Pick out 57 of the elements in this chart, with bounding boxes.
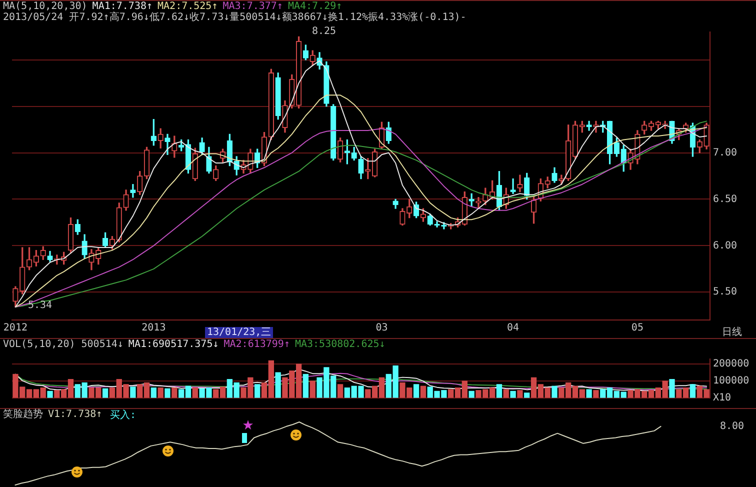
- bar: [586, 389, 592, 398]
- candlestick: [517, 174, 523, 192]
- bar: [47, 390, 53, 398]
- bar: [510, 390, 516, 398]
- text: MA2:613799↑: [224, 339, 290, 350]
- bar: [337, 384, 344, 398]
- bar: [164, 388, 170, 398]
- bar: [496, 384, 502, 398]
- bar: [468, 390, 474, 398]
- legend-title: VOL(5,10,20) 500514↓: [3, 339, 124, 350]
- bar: [130, 386, 136, 398]
- bar: [413, 384, 420, 398]
- bar: [517, 390, 523, 398]
- text: MA2:7.525↑: [158, 1, 218, 12]
- bar: [552, 386, 558, 398]
- bar: [102, 388, 108, 398]
- text: 日线: [722, 327, 742, 338]
- text: MA1:7.738↑: [92, 1, 153, 12]
- y-tick-label: 5.50: [713, 286, 738, 298]
- y-tick-label: 100000: [713, 376, 750, 387]
- x-tick-label: 05: [631, 322, 644, 334]
- text: 买入:: [110, 410, 136, 421]
- y-tick-label: 7.00: [713, 147, 738, 158]
- bar: [254, 384, 260, 398]
- bar: [192, 387, 198, 398]
- bar: [690, 384, 696, 398]
- legend-title: MA(5,10,20,30): [3, 1, 88, 12]
- bar: [150, 387, 157, 398]
- x-tick-label: 03: [376, 322, 388, 334]
- y-tick-label: 200000: [713, 358, 750, 370]
- bar: [669, 379, 675, 398]
- text: V1:7.738↑: [48, 409, 102, 420]
- chart-title: 笑脸趋势: [3, 409, 43, 420]
- chart-subtitle: 2013/05/24 开7.92↑高7.96↓低7.62↓收7.73↓量500514↓额38667↓换1.12%振4.33%涨(-0.13)-: [3, 12, 466, 23]
- text: MA3:530802.625↓: [294, 339, 386, 350]
- bar: [524, 392, 530, 398]
- text: 8.00: [720, 421, 744, 432]
- x-tick-label: 04: [507, 322, 520, 334]
- text: MA3:7.377↑: [222, 1, 283, 12]
- bar: [275, 372, 281, 398]
- y-tick-label: 6.00: [713, 240, 738, 252]
- text: MA1:690517.375↓: [128, 339, 219, 350]
- y-tick-label: 6.50: [713, 194, 738, 205]
- bar: [172, 387, 178, 398]
- bar: [310, 380, 316, 398]
- bar: [503, 389, 509, 398]
- x-tick-label: 2012: [3, 322, 28, 334]
- text: 13/01/23,三: [205, 327, 274, 338]
- x-tick-label: 2013: [142, 322, 166, 334]
- y-tick-label: X10: [713, 392, 732, 404]
- text: MA4:7.29↑: [288, 1, 342, 12]
- annotation: 5.34: [28, 300, 52, 311]
- bar: [302, 374, 309, 398]
- bar: [420, 386, 426, 398]
- bar: [593, 390, 599, 398]
- annotation: 8.25: [312, 26, 336, 37]
- bar: [158, 387, 164, 398]
